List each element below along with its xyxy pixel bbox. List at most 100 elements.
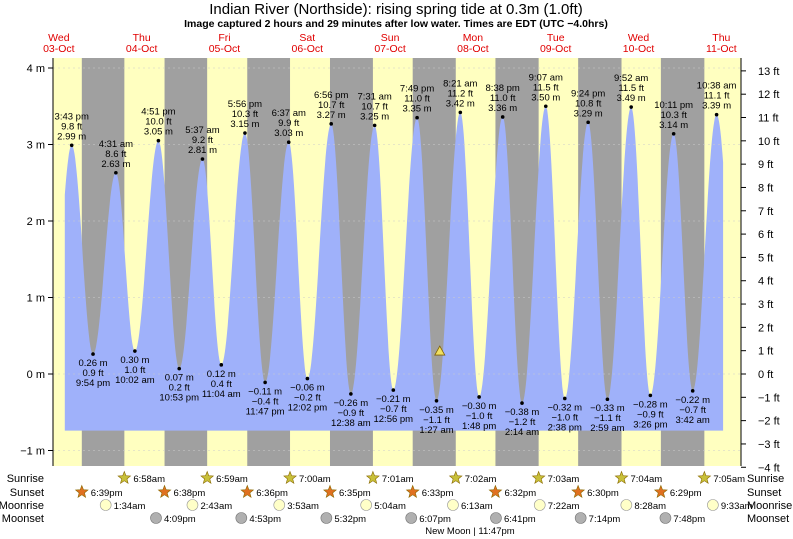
low-tide-ft: −0.7 ft (380, 404, 407, 415)
high-tide-point (500, 115, 505, 119)
high-tide-time: 5:37 am (185, 125, 219, 136)
low-tide-time: 11:47 pm (246, 406, 285, 417)
sunset-icon (157, 484, 172, 498)
tide-water-area (64, 106, 724, 431)
low-tide-point (391, 388, 396, 392)
low-tide-m: −0.38 m (505, 407, 540, 418)
sunset-icon (488, 484, 503, 498)
sunset-icon (74, 484, 89, 498)
right-tick-label: 8 ft (758, 182, 773, 194)
low-tide-m: 0.07 m (165, 373, 194, 384)
day-weekday: Thu (133, 32, 151, 44)
low-tide-m: −0.35 m (419, 405, 454, 416)
high-tide-time: 3:43 pm (55, 111, 89, 122)
moonrise-time: 9:33am (721, 501, 753, 512)
low-tide-point (91, 352, 95, 356)
low-tide-ft: −0.9 ft (637, 409, 664, 420)
row-label-left: Sunset (10, 487, 44, 499)
day-date: 10‐Oct (623, 43, 655, 55)
high-tide-m: 3.42 m (446, 98, 475, 109)
left-tick-label: 3 m (27, 140, 45, 152)
sunset-time: 6:36pm (256, 488, 288, 499)
sunrise-icon (117, 470, 132, 484)
high-tide-ft: 10.7 ft (318, 100, 345, 111)
sunrise-icon (283, 470, 297, 484)
high-tide-time: 8:21 am (443, 78, 477, 89)
high-tide-point (714, 112, 719, 117)
low-tide-point (477, 395, 481, 399)
low-tide-point (177, 366, 182, 371)
moonrise-icon (99, 499, 112, 511)
right-tick-label: 4 ft (758, 276, 773, 288)
low-tide-ft: −0.9 ft (338, 408, 365, 419)
high-tide-ft: 11.0 ft (490, 93, 516, 104)
day-labels: Wed03‐OctThu04‐OctFri05‐OctSat06‐OctSun0… (43, 32, 737, 55)
day-weekday: Thu (712, 32, 730, 44)
high-tide-ft: 9.8 ft (61, 121, 82, 132)
sunrise-time: 7:04am (631, 474, 663, 485)
right-tick-label: 2 ft (758, 322, 773, 334)
high-tide-m: 2.63 m (101, 159, 130, 170)
high-tide-time: 7:49 pm (400, 84, 434, 95)
day-date: 05‐Oct (209, 43, 241, 55)
row-label-right: Moonrise (747, 500, 792, 512)
high-tide-point (629, 105, 633, 109)
moonset-time: 6:41pm (504, 514, 536, 525)
day-weekday: Mon (463, 32, 484, 44)
moonset-icon (574, 512, 587, 524)
low-tide-ft: −0.4 ft (252, 396, 279, 407)
high-tide-time: 10:11 pm (654, 100, 693, 111)
low-tide-time: 2:14 am (505, 427, 539, 438)
high-tide-time: 4:51 pm (141, 107, 175, 118)
high-tide-m: 3.36 m (488, 103, 517, 114)
high-tide-point (156, 138, 161, 143)
moonset-icon (235, 512, 248, 524)
low-tide-point (605, 397, 610, 402)
day-date: 07‐Oct (374, 43, 406, 55)
sunset-icon (653, 484, 668, 498)
low-tide-m: −0.11 m (248, 386, 282, 397)
low-tide-time: 10:53 pm (159, 393, 199, 404)
low-tide-ft: −1.2 ft (509, 417, 536, 428)
moonrise-icon (707, 499, 719, 511)
low-tide-m: −0.21 m (376, 394, 411, 405)
low-tide-ft: −1.1 ft (423, 415, 450, 426)
low-tide-time: 1:48 pm (462, 421, 496, 432)
low-tide-m: 0.12 m (207, 369, 236, 380)
high-tide-point (114, 171, 118, 175)
high-tide-ft: 11.5 ft (533, 82, 559, 93)
low-tide-ft: −1.1 ft (594, 413, 621, 424)
current-level-marker (434, 345, 446, 356)
high-tide-point (458, 110, 463, 115)
low-tide-m: −0.22 m (675, 395, 710, 406)
high-tide-m: 3.39 m (702, 101, 731, 112)
high-tide-point (200, 157, 205, 161)
low-tide-point (434, 398, 439, 403)
low-tide-m: 0.30 m (120, 355, 149, 366)
left-axis-ticks: 4 m 3 m 2 m 1 m 0 m −1 m (20, 63, 53, 458)
day-date: 03‐Oct (43, 43, 75, 55)
high-tide-m: 3.29 m (574, 108, 603, 119)
low-tide-point (648, 393, 653, 398)
sunset-time: 6:39pm (91, 488, 123, 499)
day-date: 04‐Oct (126, 43, 158, 55)
low-tide-point (133, 349, 137, 353)
low-tide-time: 3:26 pm (633, 419, 667, 430)
high-tide-ft: 9.9 ft (278, 118, 299, 129)
moonrise-time: 6:13am (461, 501, 493, 512)
low-tide-time: 3:42 am (676, 415, 710, 426)
right-tick-label: 7 ft (758, 206, 773, 218)
high-tide-time: 9:07 am (529, 72, 563, 83)
chart-subtitle: Image captured 2 hours and 29 minutes af… (184, 18, 608, 30)
low-tide-time: 10:02 am (115, 375, 155, 386)
row-label-left: Moonset (2, 513, 44, 525)
right-tick-label: 5 ft (758, 252, 773, 264)
moonset-icon (320, 512, 333, 524)
right-tick-label: −1 ft (758, 392, 780, 404)
low-tide-ft: 0.4 ft (211, 379, 232, 390)
high-tide-point (286, 140, 291, 145)
moonset-icon (659, 512, 672, 524)
low-tide-time: 11:04 am (202, 389, 241, 400)
high-tide-time: 7:31 am (357, 91, 391, 102)
high-tide-point (329, 122, 334, 126)
